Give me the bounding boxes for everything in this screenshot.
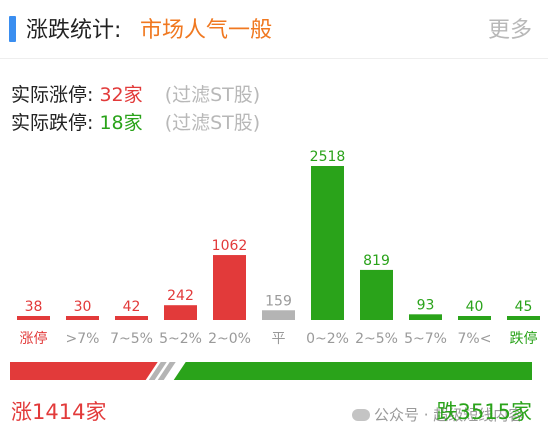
bar-3: [164, 305, 197, 320]
down-total: 跌3515家: [436, 400, 532, 424]
category-label: >7%: [66, 331, 100, 347]
bar-7: [360, 269, 393, 320]
category-label: 7~5%: [110, 331, 153, 347]
split-down-segment: [173, 362, 532, 380]
watermark: 公众号 · 超级短线内容: [352, 404, 523, 425]
bar-value-label: 159: [265, 293, 292, 309]
bar-value-label: 30: [74, 299, 92, 315]
split-up-segment: [10, 362, 158, 380]
limit-down-count: 18家: [99, 112, 143, 134]
split-flat-stripe: [157, 362, 176, 380]
bar-1: [66, 316, 99, 320]
limit-up-note: (过滤ST股): [164, 84, 261, 106]
split-flat-stripe: [148, 362, 167, 380]
bar-value-label: 38: [25, 299, 43, 315]
category-label: 跌停: [510, 330, 538, 347]
watermark-text: 公众号 · 超级短线内容: [374, 406, 524, 424]
limit-up-stat: 实际涨停: 32家 (过滤ST股): [11, 80, 260, 107]
bar-value-label: 819: [363, 253, 390, 269]
limit-down-label: 实际跌停:: [11, 112, 94, 134]
limit-down-stat: 实际跌停: 18家 (过滤ST股): [11, 108, 260, 135]
category-label: 0~2%: [306, 331, 349, 347]
limit-down-note: (过滤ST股): [164, 112, 261, 134]
bar-value-label: 2518: [310, 149, 346, 165]
more-link[interactable]: 更多: [487, 18, 532, 43]
category-label: 5~2%: [159, 331, 202, 347]
bar-0: [17, 316, 50, 320]
bar-value-label: 45: [515, 299, 533, 315]
bar-6: [311, 166, 344, 320]
bar-10: [507, 316, 540, 320]
category-label: 涨停: [20, 330, 48, 347]
bar-value-label: 242: [167, 288, 194, 304]
header: 涨跌统计: 市场人气一般 更多: [0, 0, 548, 58]
section-title: 涨跌统计:: [26, 18, 122, 43]
bar-5: [262, 310, 295, 320]
distribution-chart: 38 涨停 30 >7% 42 7~5% 242 5~2% 1062 2~0% 159 平 2518 0~…: [17, 149, 540, 347]
wechat-icon: [352, 409, 370, 421]
title-accent-bar: [9, 16, 16, 42]
limit-up-count: 32家: [99, 84, 143, 106]
category-label: 2~0%: [208, 331, 251, 347]
bar-value-label: 93: [417, 297, 435, 313]
category-label: 2~5%: [355, 331, 398, 347]
up-down-split-bar: [10, 362, 532, 380]
bar-9: [458, 316, 491, 320]
market-sentiment: 市场人气一般: [140, 18, 273, 43]
category-label: 7%<: [458, 331, 492, 347]
bar-value-label: 42: [123, 299, 141, 315]
category-label: 平: [272, 331, 286, 347]
up-total: 涨1414家: [11, 400, 107, 424]
bar-2: [115, 316, 148, 320]
bar-value-label: 1062: [212, 238, 248, 254]
header-divider: [0, 58, 548, 59]
limit-up-label: 实际涨停:: [11, 84, 94, 106]
bar-value-label: 40: [466, 299, 484, 315]
category-label: 5~7%: [404, 331, 447, 347]
bar-8: [409, 314, 442, 320]
bar-4: [213, 255, 246, 320]
